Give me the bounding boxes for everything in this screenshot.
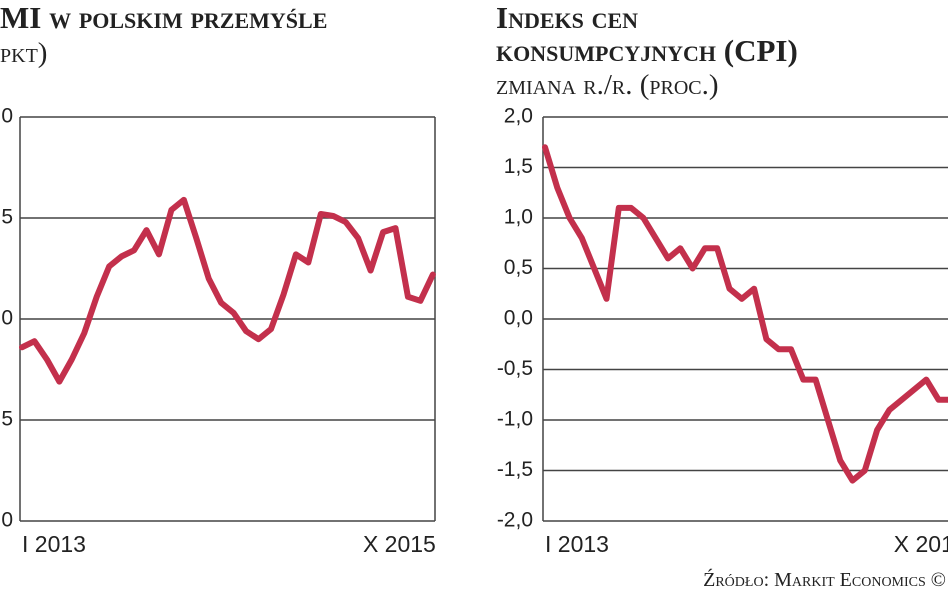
y-tick-label: -1,5 xyxy=(497,458,533,481)
chart-subtitle: zmiana r./r. (proc.) xyxy=(496,69,719,101)
x-tick-label: X 201 xyxy=(894,531,948,557)
y-tick-label: 0 xyxy=(1,307,13,330)
y-tick-label: 5 xyxy=(1,408,13,431)
chart-subtitle: pkt) xyxy=(0,37,47,69)
x-tick-label: X 2015 xyxy=(363,531,436,557)
chart-title: konsumpcyjnych (CPI) xyxy=(496,33,798,68)
y-tick-label: 1,5 xyxy=(504,155,533,178)
y-tick-label: -0,5 xyxy=(497,357,533,380)
y-tick-label: 0,5 xyxy=(504,256,533,279)
chart-title: MI w polskim przemyśle xyxy=(0,0,327,35)
y-tick-label: 0,0 xyxy=(504,307,533,330)
y-tick-label: 2,0 xyxy=(504,105,533,128)
source: Źródło: Markit Economics © xyxy=(703,568,946,591)
y-tick-label: 5 xyxy=(1,206,13,229)
data-line xyxy=(19,196,436,385)
y-tick-label: 1,0 xyxy=(504,206,533,229)
x-tick-label: I 2013 xyxy=(22,531,86,557)
y-tick-label: -2,0 xyxy=(497,509,533,532)
x-tick-label: I 2013 xyxy=(545,531,609,557)
y-tick-label: 0 xyxy=(1,509,13,532)
y-tick-label: 0 xyxy=(1,105,13,128)
y-tick-label: -1,0 xyxy=(497,408,533,431)
data-line xyxy=(542,144,948,484)
chart-title: Indeks cen xyxy=(496,0,638,35)
